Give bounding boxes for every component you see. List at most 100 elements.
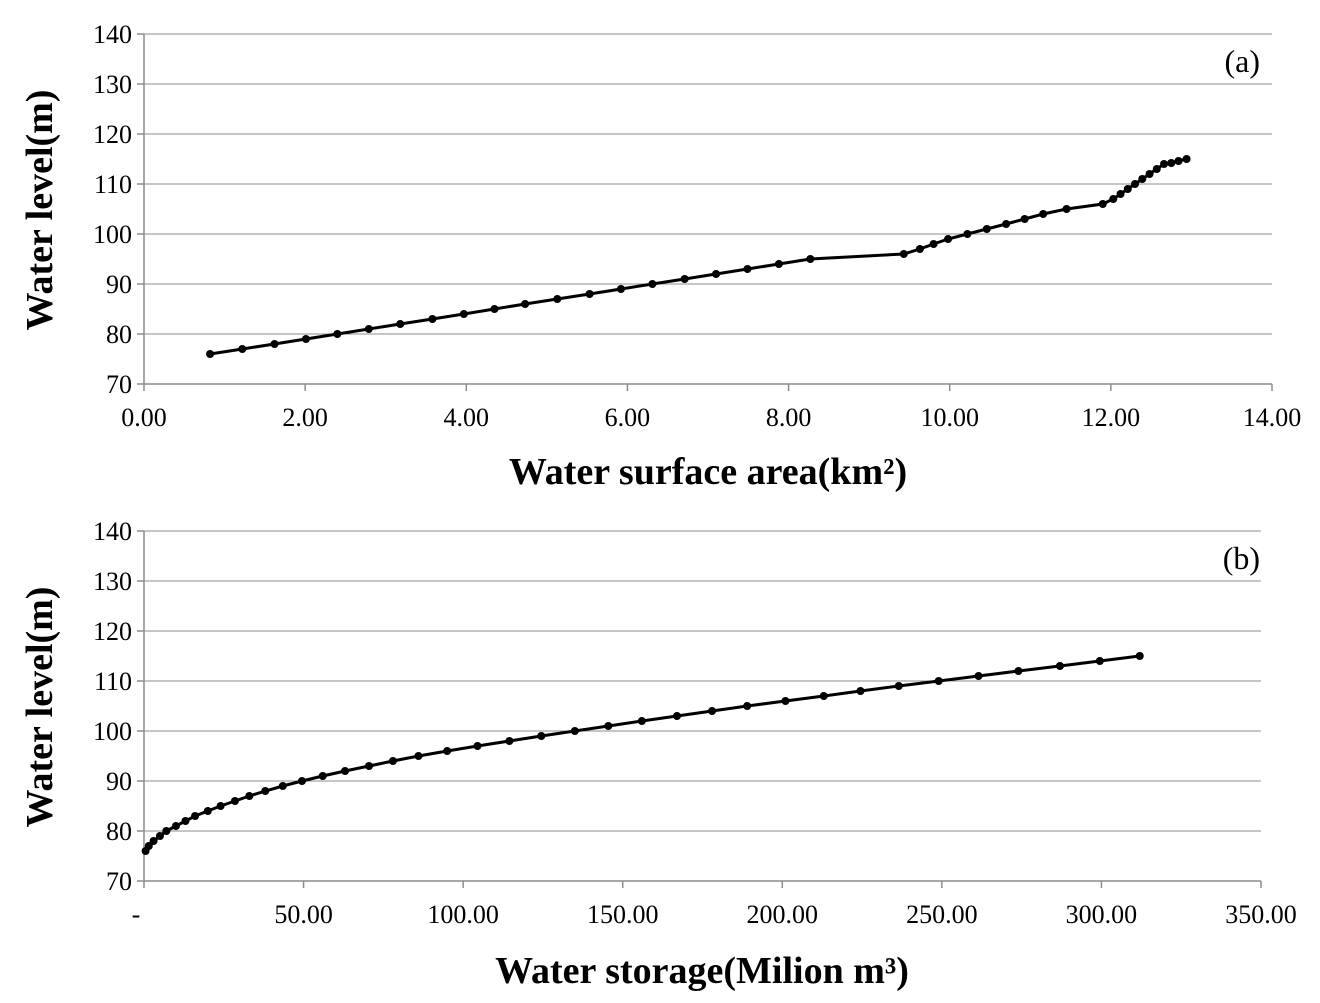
panel-a-x-tick-label: 4.00 [444, 403, 490, 432]
panel-b-axes [137, 530, 1262, 888]
panel-a-data-point [1039, 210, 1048, 218]
panel-a-data-point [680, 275, 689, 283]
panel-a-data-point [1020, 215, 1029, 223]
panel-a-data-point [238, 345, 247, 353]
panel-b-data-point [245, 792, 254, 800]
panel-a-data-point [585, 290, 594, 298]
panel-a-series-line [209, 157, 1187, 356]
panel-a-data-point [333, 330, 342, 338]
panel-a-x-tick-label: 10.00 [920, 403, 979, 432]
panel-a-x-tick-label: 8.00 [766, 403, 812, 432]
panel-a-data-point [1182, 155, 1191, 163]
panel-a-data-point [1167, 159, 1176, 167]
panel-b-data-point [672, 712, 681, 720]
panel-a-data-point [459, 310, 468, 318]
panel-a-data-point [1109, 195, 1118, 203]
panel-b-data-point [934, 677, 943, 685]
panel-b-x-tick-label: - [132, 900, 141, 929]
panel-b-label: (b) [1223, 540, 1260, 576]
panel-a-y-tick-labels: 70 80 90 100 110 120 130 140 [93, 20, 132, 399]
panel-b-data-point [570, 727, 579, 735]
panel-b-y-tick-labels: 70 80 90 100 110 120 130 140 [93, 517, 132, 896]
panel-a-grid [144, 33, 1272, 335]
panel-b-data-point [191, 812, 200, 820]
panel-a-x-tick-label: 2.00 [282, 403, 328, 432]
panel-b-x-tick-label: 350.00 [1225, 900, 1297, 929]
panel-a-y-axis-title: Water level(m) [19, 90, 61, 331]
panel-a-data-point [1138, 175, 1147, 183]
panel-a-data-point [521, 300, 530, 308]
panel-b-data-point [162, 827, 171, 835]
panel-a-data-point [1098, 200, 1107, 208]
panel-b-y-tick-label: 120 [93, 617, 132, 646]
panel-a-x-tick-label: 0.00 [121, 403, 167, 432]
panel-a-data-point [1116, 190, 1125, 198]
panel-a-data-point [1174, 157, 1183, 165]
panel-a-data-point [1002, 220, 1011, 228]
panel-b-y-tick-label: 130 [93, 567, 132, 596]
panel-b-data-point [171, 822, 180, 830]
panel-a-data-point [648, 280, 657, 288]
panel-b-data-point [473, 742, 482, 750]
panel-a-data-point [929, 240, 938, 248]
panel-b-data-point [318, 772, 327, 780]
panel-b-data-point [216, 802, 225, 810]
panel-b-data-point [278, 782, 287, 790]
panel-b-data-point [1135, 652, 1144, 660]
panel-b-x-tick-label: 200.00 [747, 900, 819, 929]
panel-b-x-tick-label: 50.00 [274, 900, 333, 929]
panel-a-data-point [774, 260, 783, 268]
panel-a-data-point [1131, 180, 1140, 188]
panel-b-data-point [743, 702, 752, 710]
panel-a-data-point [712, 270, 721, 278]
panel-a-series [206, 155, 1191, 358]
panel-a-y-tick-label: 140 [93, 20, 132, 49]
panel-b-y-tick-label: 110 [94, 667, 132, 696]
panel-b-data-point [364, 762, 373, 770]
panel-b-data-point [708, 707, 717, 715]
panel-b-data-point [341, 767, 350, 775]
panel-b-data-point [144, 842, 153, 850]
panel-b-data-point [388, 757, 397, 765]
panel-b-data-point [505, 737, 514, 745]
panel-b-data-point [414, 752, 423, 760]
panel-b-data-point [894, 682, 903, 690]
panel-a-chart: 70 80 90 100 110 120 130 140 0.00 2.00 4.00 6.00 8.… [19, 20, 1301, 493]
panel-a-data-point [899, 250, 908, 258]
panel-b-x-axis-title: Water storage(Milion m³) [495, 950, 909, 992]
panel-a-data-point [915, 245, 924, 253]
panel-b-data-point [261, 787, 270, 795]
panel-a-y-tick-label: 120 [93, 120, 132, 149]
panel-b-grid [144, 530, 1261, 832]
panel-b-data-point [297, 777, 306, 785]
panel-b-x-tick-labels: - 50.00 100.00 150.00 200.00 250.00 300.00 350.… [132, 900, 1297, 929]
panel-a-y-tick-label: 130 [93, 70, 132, 99]
panel-a-data-point [553, 295, 562, 303]
panel-b-y-tick-label: 100 [93, 717, 132, 746]
panel-b-data-point [637, 717, 646, 725]
panel-a-axes [137, 33, 1273, 391]
panel-b-x-tick-label: 300.00 [1066, 900, 1138, 929]
panel-b-series-line [144, 654, 1140, 852]
panel-a-y-tick-label: 80 [106, 320, 132, 349]
panel-b-data-point [203, 807, 212, 815]
panel-a-data-point [1160, 160, 1169, 168]
panel-b-data-point [537, 732, 546, 740]
panel-b-data-point [230, 797, 239, 805]
panel-b-data-point [1055, 662, 1064, 670]
panel-b-y-axis-title: Water level(m) [19, 587, 61, 828]
panel-b-data-point [604, 722, 613, 730]
panel-a-x-axis-title: Water surface area(km²) [509, 451, 907, 493]
panel-b-data-point [1014, 667, 1023, 675]
panel-a-data-point [1152, 165, 1161, 173]
panel-b-data-point [819, 692, 828, 700]
panel-a-x-tick-label: 14.00 [1243, 403, 1302, 432]
panel-a-y-tick-label: 110 [94, 170, 132, 199]
panel-a-data-point [982, 225, 991, 233]
panel-b-data-point [155, 832, 164, 840]
panel-b-data-point [856, 687, 865, 695]
panel-a-data-point [963, 230, 972, 238]
panel-a-x-tick-label: 12.00 [1082, 403, 1141, 432]
panel-a-y-tick-label: 100 [93, 220, 132, 249]
